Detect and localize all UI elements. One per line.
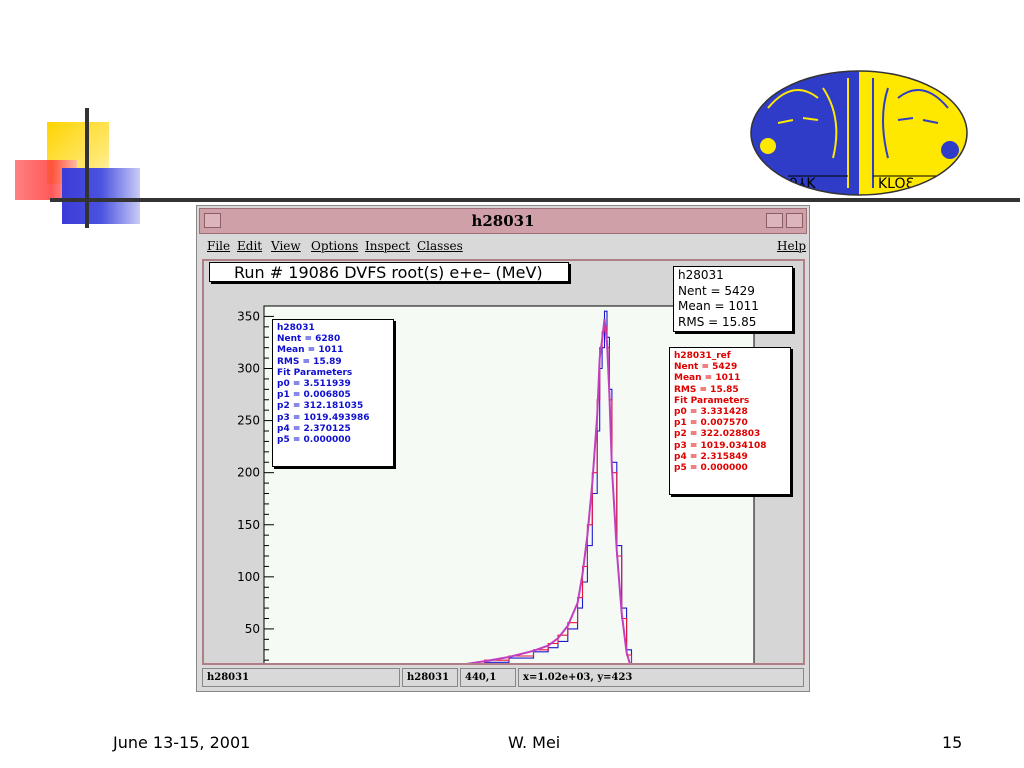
stats-red-line: p3 = 1019.034108 <box>674 440 767 451</box>
footer-author: W. Mei <box>508 733 561 752</box>
stats-red-line: Nent = 5429 <box>674 362 738 373</box>
menu-options[interactable]: Options <box>311 239 359 253</box>
status-object: h28031 <box>202 668 400 687</box>
stats-red-line: p1 = 0.007570 <box>674 418 748 429</box>
status-pixel: 440,1 <box>460 668 516 687</box>
window-menu-button[interactable] <box>204 213 221 228</box>
menu-inspect[interactable]: Inspect <box>365 239 410 253</box>
stats-red-line: RMS = 15.85 <box>674 384 739 395</box>
root-canvas-window: h28031 File Edit View Options Inspect Cl… <box>196 205 810 692</box>
stats-red-line: Fit Parameters <box>674 395 750 406</box>
menu-bar: File Edit View Options Inspect Classes H… <box>199 236 807 258</box>
stats-box-blue[interactable]: h28031 Nent = 6280 Mean = 1011 RMS = 15.… <box>272 319 394 467</box>
stats-red-line: p5 = 0.000000 <box>674 463 748 474</box>
stats-blue-line: p1 = 0.006805 <box>277 390 351 401</box>
y-tick-label: 200 <box>237 466 260 480</box>
stats-blue-line: p3 = 1019.493986 <box>277 412 370 423</box>
status-name: h28031 <box>402 668 458 687</box>
y-tick-label: 50 <box>245 622 260 636</box>
y-tick-label: 350 <box>237 309 260 323</box>
menu-edit[interactable]: Edit <box>237 239 263 253</box>
stats-red-line: p2 = 322.028803 <box>674 429 761 440</box>
stats-box-main[interactable]: h28031 Nent = 5429 Mean = 1011 RMS = 15.… <box>673 266 793 332</box>
footer-date: June 13-15, 2001 <box>113 733 251 752</box>
stats-blue-line: RMS = 15.89 <box>277 356 342 367</box>
stats-blue-line: Nent = 6280 <box>277 334 341 345</box>
stats-blue-line: Fit Parameters <box>277 367 353 378</box>
stats-main-name: h28031 <box>678 268 724 282</box>
menu-view[interactable]: View <box>271 239 301 253</box>
y-tick-label: 100 <box>237 570 260 584</box>
series-red-histogram <box>483 326 633 663</box>
maximize-button[interactable] <box>786 213 803 228</box>
y-axis: 050100150200250300350 <box>237 306 274 663</box>
stats-blue-line: p5 = 0.000000 <box>277 435 351 446</box>
menu-classes[interactable]: Classes <box>417 239 463 253</box>
deco-vertical-line <box>85 108 89 228</box>
stats-red-line: Mean = 1011 <box>674 373 741 384</box>
stats-box-red[interactable]: h28031_ref Nent = 5429 Mean = 1011 RMS =… <box>669 347 791 495</box>
window-titlebar[interactable]: h28031 <box>199 208 807 234</box>
status-coords: x=1.02e+03, y=423 <box>518 668 804 687</box>
stats-blue-name: h28031 <box>277 323 315 333</box>
stats-red-line: p0 = 3.331428 <box>674 407 748 418</box>
menu-file[interactable]: File <box>207 239 231 253</box>
menu-help[interactable]: Help <box>777 239 807 253</box>
stats-main-nent: Nent = 5429 <box>678 283 755 298</box>
stats-blue-line: Mean = 1011 <box>277 345 344 356</box>
stats-blue-line: p2 = 312.181035 <box>277 401 364 412</box>
stats-blue-line: p4 = 2.370125 <box>277 423 351 434</box>
y-tick-label: 150 <box>237 518 260 532</box>
minimize-button[interactable] <box>766 213 783 228</box>
status-bar: h28031 h28031 440,1 x=1.02e+03, y=423 <box>202 668 805 688</box>
window-title: h28031 <box>471 212 535 230</box>
deco-blue-block <box>62 168 140 224</box>
footer-page: 15 <box>942 733 963 752</box>
deco-horizontal-line <box>50 198 1020 202</box>
stats-main-mean: Mean = 1011 <box>678 299 759 313</box>
histogram-title: Run # 19086 DVFS root(s) e+e– (MeV) <box>209 262 569 282</box>
y-tick-label: 300 <box>237 362 260 376</box>
stats-main-rms: RMS = 15.85 <box>678 314 757 329</box>
series-layer <box>465 310 633 663</box>
stats-blue-line: p0 = 3.511939 <box>277 379 351 390</box>
fit-curve <box>465 318 631 663</box>
svg-text:KLOƐ: KLOƐ <box>878 176 914 192</box>
stats-red-name: h28031_ref <box>674 351 731 361</box>
stats-red-line: p4 = 2.315849 <box>674 451 748 462</box>
y-tick-label: 250 <box>237 414 260 428</box>
kloe-logo: 30⅄K KLOƐ <box>750 70 968 196</box>
